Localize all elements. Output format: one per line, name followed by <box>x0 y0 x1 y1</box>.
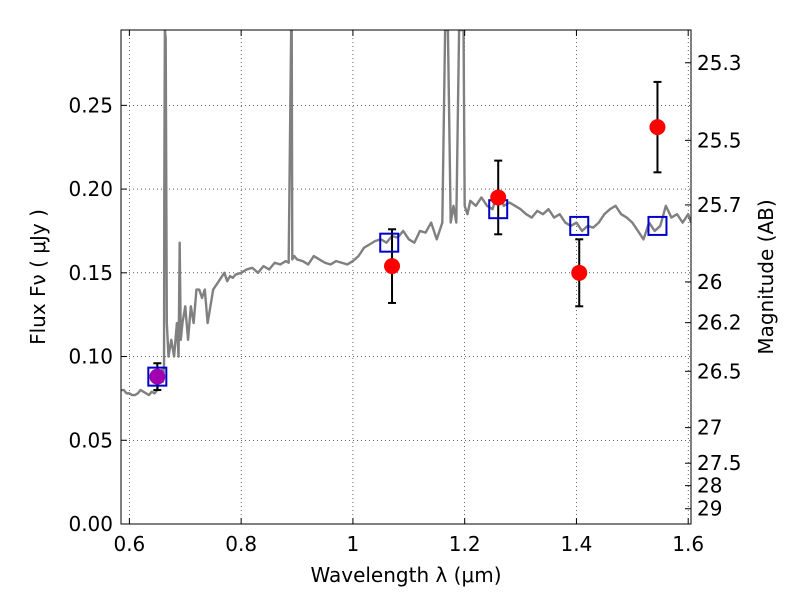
y2-tick-label: 27.5 <box>697 451 742 475</box>
x-tick-label: 0.8 <box>225 532 257 556</box>
y2-tick-label: 26.5 <box>697 359 742 383</box>
observed-point <box>571 264 588 281</box>
x-tick-label: 0.6 <box>113 532 145 556</box>
y-tick-label: 0.15 <box>68 261 113 285</box>
spectrum-layer <box>121 30 691 397</box>
y2-tick-label: 26.2 <box>697 311 742 335</box>
x-tick-label: 1.2 <box>449 532 481 556</box>
y2-tick-label: 25.3 <box>697 51 742 75</box>
y-tick-label: 0.20 <box>68 177 113 201</box>
spectrum-line <box>121 30 691 397</box>
x-tick-labels: 0.6 0.8 1 1.2 1.4 1.6 <box>113 532 704 556</box>
y2-tick-label: 28 <box>697 474 722 498</box>
observed-point <box>149 368 166 385</box>
x-axis-label: Wavelength λ (μm) <box>310 563 501 587</box>
model-square-marker <box>647 215 668 236</box>
model-square-marker <box>569 215 590 236</box>
y-tick-label: 0.00 <box>68 512 113 536</box>
x-tick-label: 1.6 <box>672 532 704 556</box>
plot-frame <box>120 29 692 525</box>
y2-tick-label: 25.7 <box>697 193 742 217</box>
y2-axis-label: Magnitude (AB) <box>754 199 778 354</box>
y-tick-label: 0.10 <box>68 345 113 369</box>
y-tick-labels: 0.00 0.05 0.10 0.15 0.20 0.25 <box>68 93 113 536</box>
model-square-marker <box>147 366 168 387</box>
y-tick-label: 0.25 <box>68 93 113 117</box>
x-tick-label: 1 <box>347 532 360 556</box>
y2-tick-label: 25.5 <box>697 128 742 152</box>
x-tick-label: 1.4 <box>561 532 593 556</box>
observed-point <box>649 119 666 136</box>
y2-tick-label: 27 <box>697 416 722 440</box>
observed-point <box>490 189 507 206</box>
marker-layer <box>147 119 668 387</box>
axis-ticks <box>121 30 691 525</box>
model-square-marker <box>379 232 400 253</box>
y2-tick-label: 26 <box>697 270 722 294</box>
y-tick-label: 0.05 <box>68 428 113 452</box>
observed-point <box>384 258 401 275</box>
y-axis-label: Flux Fν ( μJy ) <box>26 209 50 345</box>
y2-tick-label: 29 <box>697 497 722 521</box>
